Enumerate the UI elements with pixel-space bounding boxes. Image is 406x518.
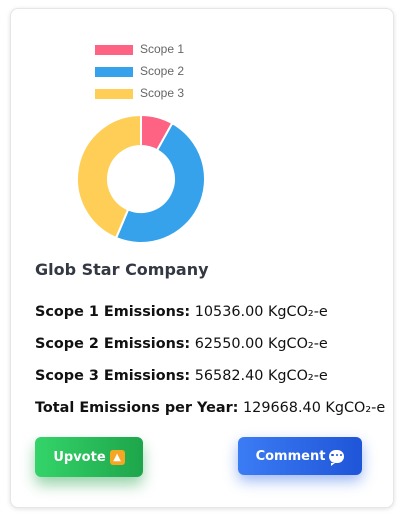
metric-scope-3: Scope 3 Emissions: 56582.40 KgCO₂-e <box>35 368 328 384</box>
upvote-button[interactable]: Upvote ▲ <box>35 437 143 477</box>
comment-label: Comment <box>255 448 326 464</box>
metric-label: Total Emissions per Year: <box>35 400 239 416</box>
donut-slice-scope-2[interactable] <box>114 121 206 244</box>
legend-swatch-scope-3 <box>95 89 133 99</box>
metric-value: 129668.40 KgCO₂-e <box>243 400 386 416</box>
metric-label: Scope 3 Emissions: <box>35 368 191 384</box>
donut-chart <box>76 113 206 244</box>
emissions-chart: Scope 1 Scope 2 Scope 3 <box>11 9 395 249</box>
upvote-label: Upvote <box>53 449 106 465</box>
metric-label: Scope 2 Emissions: <box>35 336 191 352</box>
legend-label-scope-2: Scope 2 <box>140 64 185 78</box>
company-card: Scope 1 Scope 2 Scope 3 Glob Star Compan… <box>10 8 394 508</box>
legend-swatch-scope-1 <box>95 45 133 55</box>
speech-bubble-icon <box>329 449 345 466</box>
metric-value: 56582.40 KgCO₂-e <box>194 368 328 384</box>
up-arrow-icon: ▲ <box>109 449 125 465</box>
metric-label: Scope 1 Emissions: <box>35 304 191 320</box>
metric-value: 62550.00 KgCO₂-e <box>194 336 328 352</box>
donut-slice-scope-3[interactable] <box>76 113 142 240</box>
metric-scope-2: Scope 2 Emissions: 62550.00 KgCO₂-e <box>35 336 328 352</box>
metric-scope-1: Scope 1 Emissions: 10536.00 KgCO₂-e <box>35 304 328 320</box>
legend-label-scope-3: Scope 3 <box>140 86 185 100</box>
legend-swatch-scope-2 <box>95 67 133 77</box>
metric-total: Total Emissions per Year: 129668.40 KgCO… <box>35 400 385 416</box>
metric-value: 10536.00 KgCO₂-e <box>194 304 328 320</box>
company-name: Glob Star Company <box>35 260 209 279</box>
comment-button[interactable]: Comment <box>238 437 362 475</box>
legend-label-scope-1: Scope 1 <box>140 42 185 56</box>
